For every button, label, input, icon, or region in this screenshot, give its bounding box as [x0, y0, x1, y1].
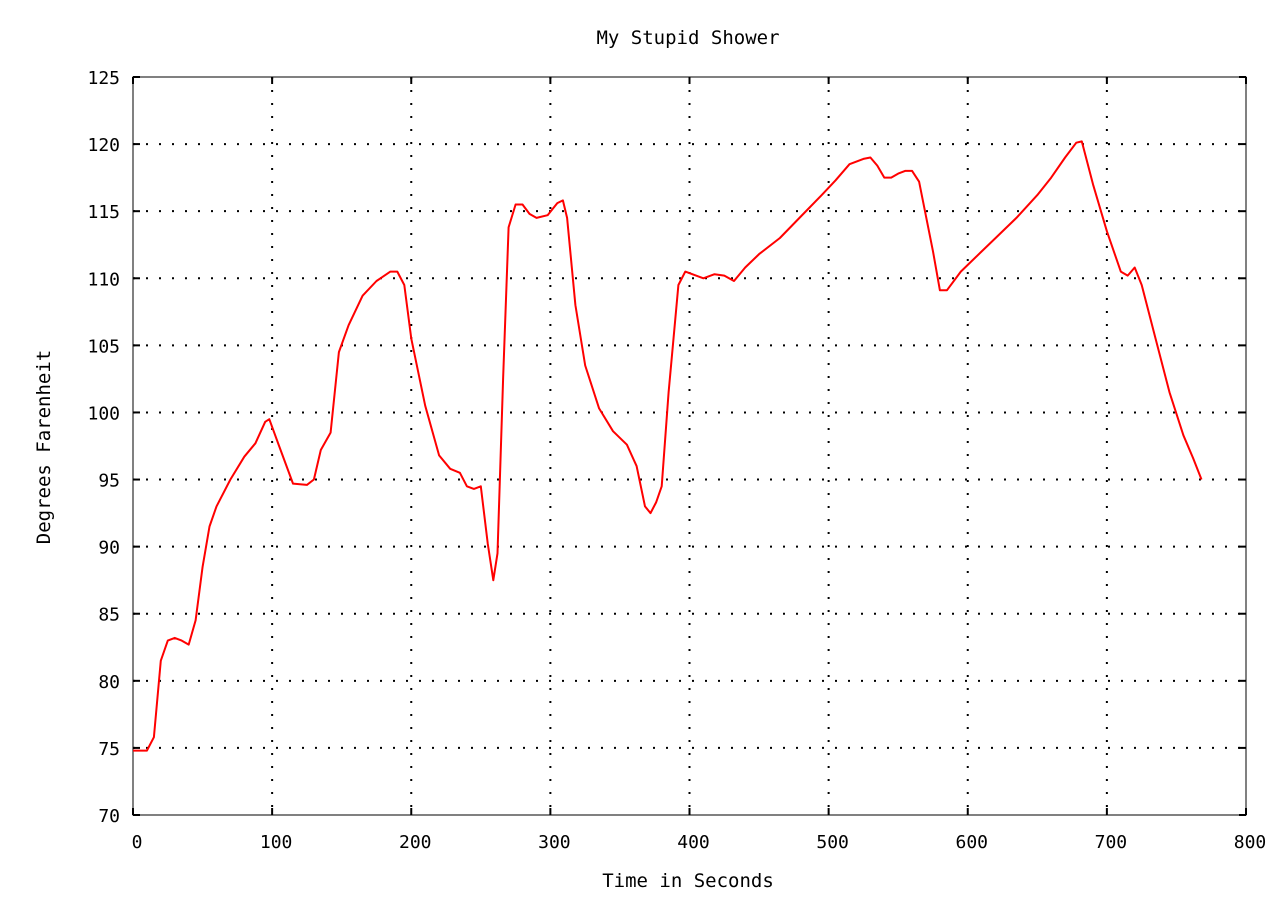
- y-tick-label: 115: [87, 202, 120, 223]
- y-tick-label: 80: [98, 672, 120, 693]
- x-tick-label: 0: [132, 832, 143, 853]
- y-tick-label: 75: [98, 739, 120, 760]
- y-tick-label: 95: [98, 471, 120, 492]
- y-tick-label: 125: [87, 68, 120, 89]
- x-tick-label: 400: [677, 832, 710, 853]
- x-tick-label: 800: [1234, 832, 1267, 853]
- plot-frame: [132, 76, 1247, 816]
- y-tick-label: 85: [98, 605, 120, 626]
- y-tick-label: 110: [87, 269, 120, 290]
- y-tick-label: 105: [87, 336, 120, 357]
- y-axis-title: Degrees Farenheit: [33, 350, 55, 544]
- x-tick-label: 200: [399, 832, 432, 853]
- x-tick-label: 500: [816, 832, 849, 853]
- y-tick-label: 120: [87, 135, 120, 156]
- x-tick-label: 600: [955, 832, 988, 853]
- x-axis-title: Time in Seconds: [602, 870, 774, 892]
- y-tick-label: 100: [87, 403, 120, 424]
- chart-title: My Stupid Shower: [596, 27, 779, 49]
- y-tick-label: 90: [98, 538, 120, 559]
- tick-labels: 0 100 200 300 400 500 600 700 800 70 75 80 85 90 95 100…: [87, 68, 1266, 853]
- series-line: [133, 140, 1203, 752]
- x-tick-label: 700: [1095, 832, 1128, 853]
- series-layer: [133, 140, 1203, 752]
- x-tick-label: 100: [260, 832, 293, 853]
- x-tick-label: 300: [538, 832, 571, 853]
- gridlines: [133, 77, 1246, 815]
- axis-ticks: [132, 76, 1247, 816]
- y-tick-label: 70: [98, 806, 120, 827]
